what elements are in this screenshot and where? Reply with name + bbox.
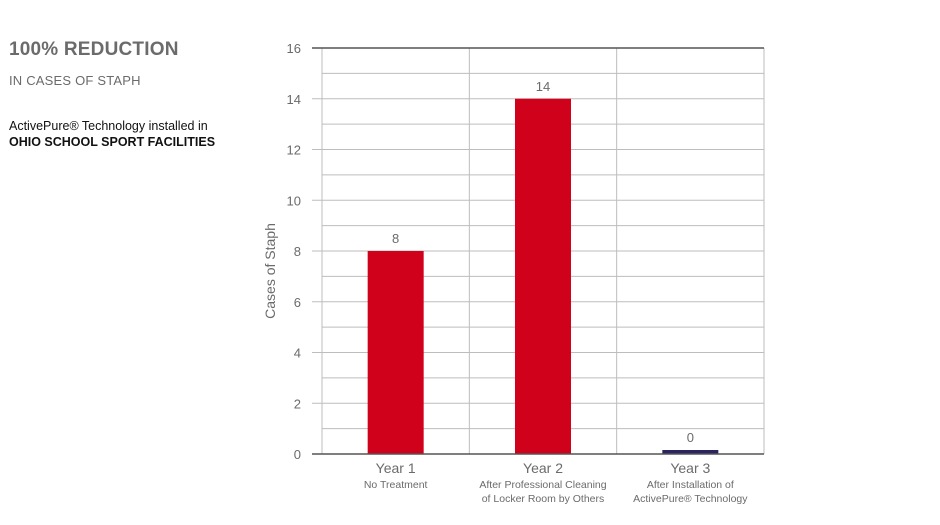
bar bbox=[367, 251, 424, 454]
y-tick-label: 14 bbox=[287, 92, 301, 107]
data-label: 14 bbox=[536, 79, 550, 94]
y-tick-label: 8 bbox=[294, 244, 301, 259]
description-line1: ActivePure® Technology installed in bbox=[9, 118, 208, 133]
description: ActivePure® Technology installed in OHIO… bbox=[9, 118, 259, 151]
y-tick-label: 16 bbox=[287, 41, 301, 56]
data-label: 8 bbox=[392, 231, 399, 246]
x-category-sublabel: of Locker Room by Others bbox=[482, 493, 605, 505]
data-label: 0 bbox=[687, 430, 694, 445]
y-axis-label: Cases of Staph bbox=[262, 223, 278, 319]
x-category-sublabel: No Treatment bbox=[364, 479, 428, 491]
bar bbox=[515, 98, 571, 454]
side-panel: 100% REDUCTION IN CASES OF STAPH ActiveP… bbox=[9, 39, 259, 151]
y-tick-label: 4 bbox=[294, 346, 301, 361]
y-tick-label: 0 bbox=[294, 447, 301, 462]
y-tick-label: 2 bbox=[294, 396, 301, 411]
subhead: IN CASES OF STAPH bbox=[9, 72, 141, 88]
x-category-sublabel: ActivePure® Technology bbox=[633, 493, 748, 505]
x-category-sublabel: After Installation of bbox=[647, 479, 734, 491]
x-category-label: Year 2 bbox=[523, 460, 563, 476]
y-tick-label: 12 bbox=[287, 143, 301, 158]
y-tick-label: 10 bbox=[287, 193, 301, 208]
x-category-label: Year 1 bbox=[376, 460, 416, 476]
x-category-label: Year 3 bbox=[670, 460, 710, 476]
description-line2: OHIO SCHOOL SPORT FACILITIES bbox=[9, 135, 216, 150]
x-category-sublabel: After Professional Cleaning bbox=[479, 479, 606, 491]
headline: 100% REDUCTION bbox=[9, 39, 179, 60]
bar bbox=[662, 450, 719, 454]
y-tick-label: 6 bbox=[294, 295, 301, 310]
